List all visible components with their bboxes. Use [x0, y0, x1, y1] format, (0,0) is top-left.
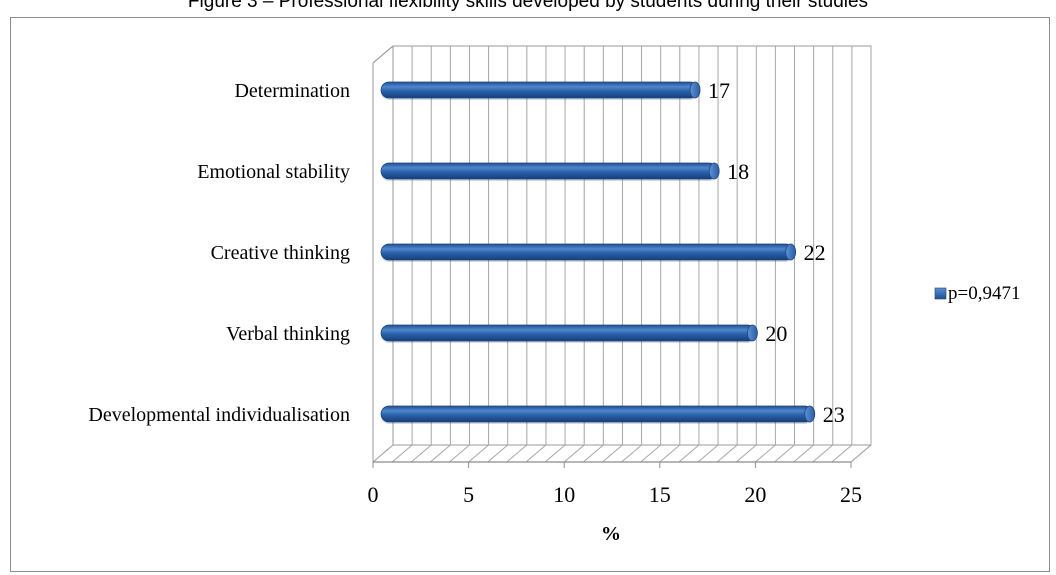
floor-gridline	[755, 444, 776, 463]
bar	[380, 162, 720, 181]
floor-left-edge	[372, 444, 394, 463]
data-label: 20	[765, 321, 787, 346]
floor-gridline	[449, 444, 470, 463]
bar	[380, 324, 758, 343]
floor-gridline	[659, 444, 681, 463]
x-axis-title: %	[601, 523, 621, 545]
data-label: 23	[823, 402, 845, 427]
data-label: 17	[708, 78, 730, 103]
bar-cap	[689, 81, 701, 99]
floor-gridline	[391, 444, 413, 463]
side-wall-top-edge	[372, 45, 394, 64]
bar-body	[380, 81, 699, 99]
floor-gridline	[582, 444, 604, 463]
x-tick-label: 10	[553, 482, 575, 507]
category-label: Verbal thinking	[226, 323, 350, 345]
floor-gridline	[640, 444, 662, 463]
x-tick-label: 5	[463, 482, 474, 507]
bar	[380, 81, 701, 100]
floor-gridline	[487, 444, 509, 463]
floor-gridline	[544, 444, 566, 463]
floor-gridline	[812, 444, 834, 463]
legend: p=0,9471	[934, 283, 1020, 304]
floor-gridline	[506, 444, 528, 463]
floor-gridline	[678, 444, 700, 463]
bars-layer	[380, 81, 816, 424]
category-label: Emotional stability	[197, 161, 350, 183]
x-tick-label: 20	[744, 482, 766, 507]
category-label: Creative thinking	[211, 242, 350, 264]
floor-gridline	[430, 444, 451, 463]
category-label: Determination	[234, 80, 350, 102]
category-label: Developmental individualisation	[88, 404, 350, 426]
floor-gridline	[621, 444, 642, 463]
floor-gridline	[410, 444, 432, 463]
data-label: 22	[804, 240, 826, 265]
bar-cap	[804, 405, 816, 423]
bar-cap	[785, 243, 797, 261]
bar	[380, 243, 797, 262]
bar-cap	[708, 162, 720, 180]
data-label: 18	[727, 159, 749, 184]
x-tick-label: 15	[649, 482, 671, 507]
floor-gridline	[602, 444, 623, 463]
bar	[380, 405, 816, 424]
floor-gridline	[716, 444, 738, 463]
floor-gridline	[525, 444, 547, 463]
labels-layer: 0 5 10 15 20 25% Developmental individualisati…	[88, 78, 862, 545]
bar-body	[380, 405, 814, 423]
bar-body	[380, 162, 718, 180]
bar-body	[380, 243, 795, 261]
floor-gridline	[850, 444, 872, 463]
bar-body	[380, 324, 756, 342]
figure-caption: Figure 3 – Professional flexibility skil…	[187, 0, 869, 12]
floor-gridline	[793, 444, 814, 463]
floor-gridline	[563, 444, 585, 463]
legend-swatch	[934, 287, 947, 300]
legend-label: p=0,9471	[948, 283, 1020, 304]
floor-gridline	[774, 444, 795, 463]
x-tick-label: 0	[368, 482, 379, 507]
bar-cap	[747, 324, 758, 342]
x-tick-label: 25	[840, 482, 862, 507]
chart-frame	[10, 17, 1050, 572]
floor-gridline	[468, 444, 489, 463]
floor-gridline	[735, 444, 757, 463]
floor-gridline	[697, 444, 719, 463]
floor-gridline	[831, 444, 853, 463]
